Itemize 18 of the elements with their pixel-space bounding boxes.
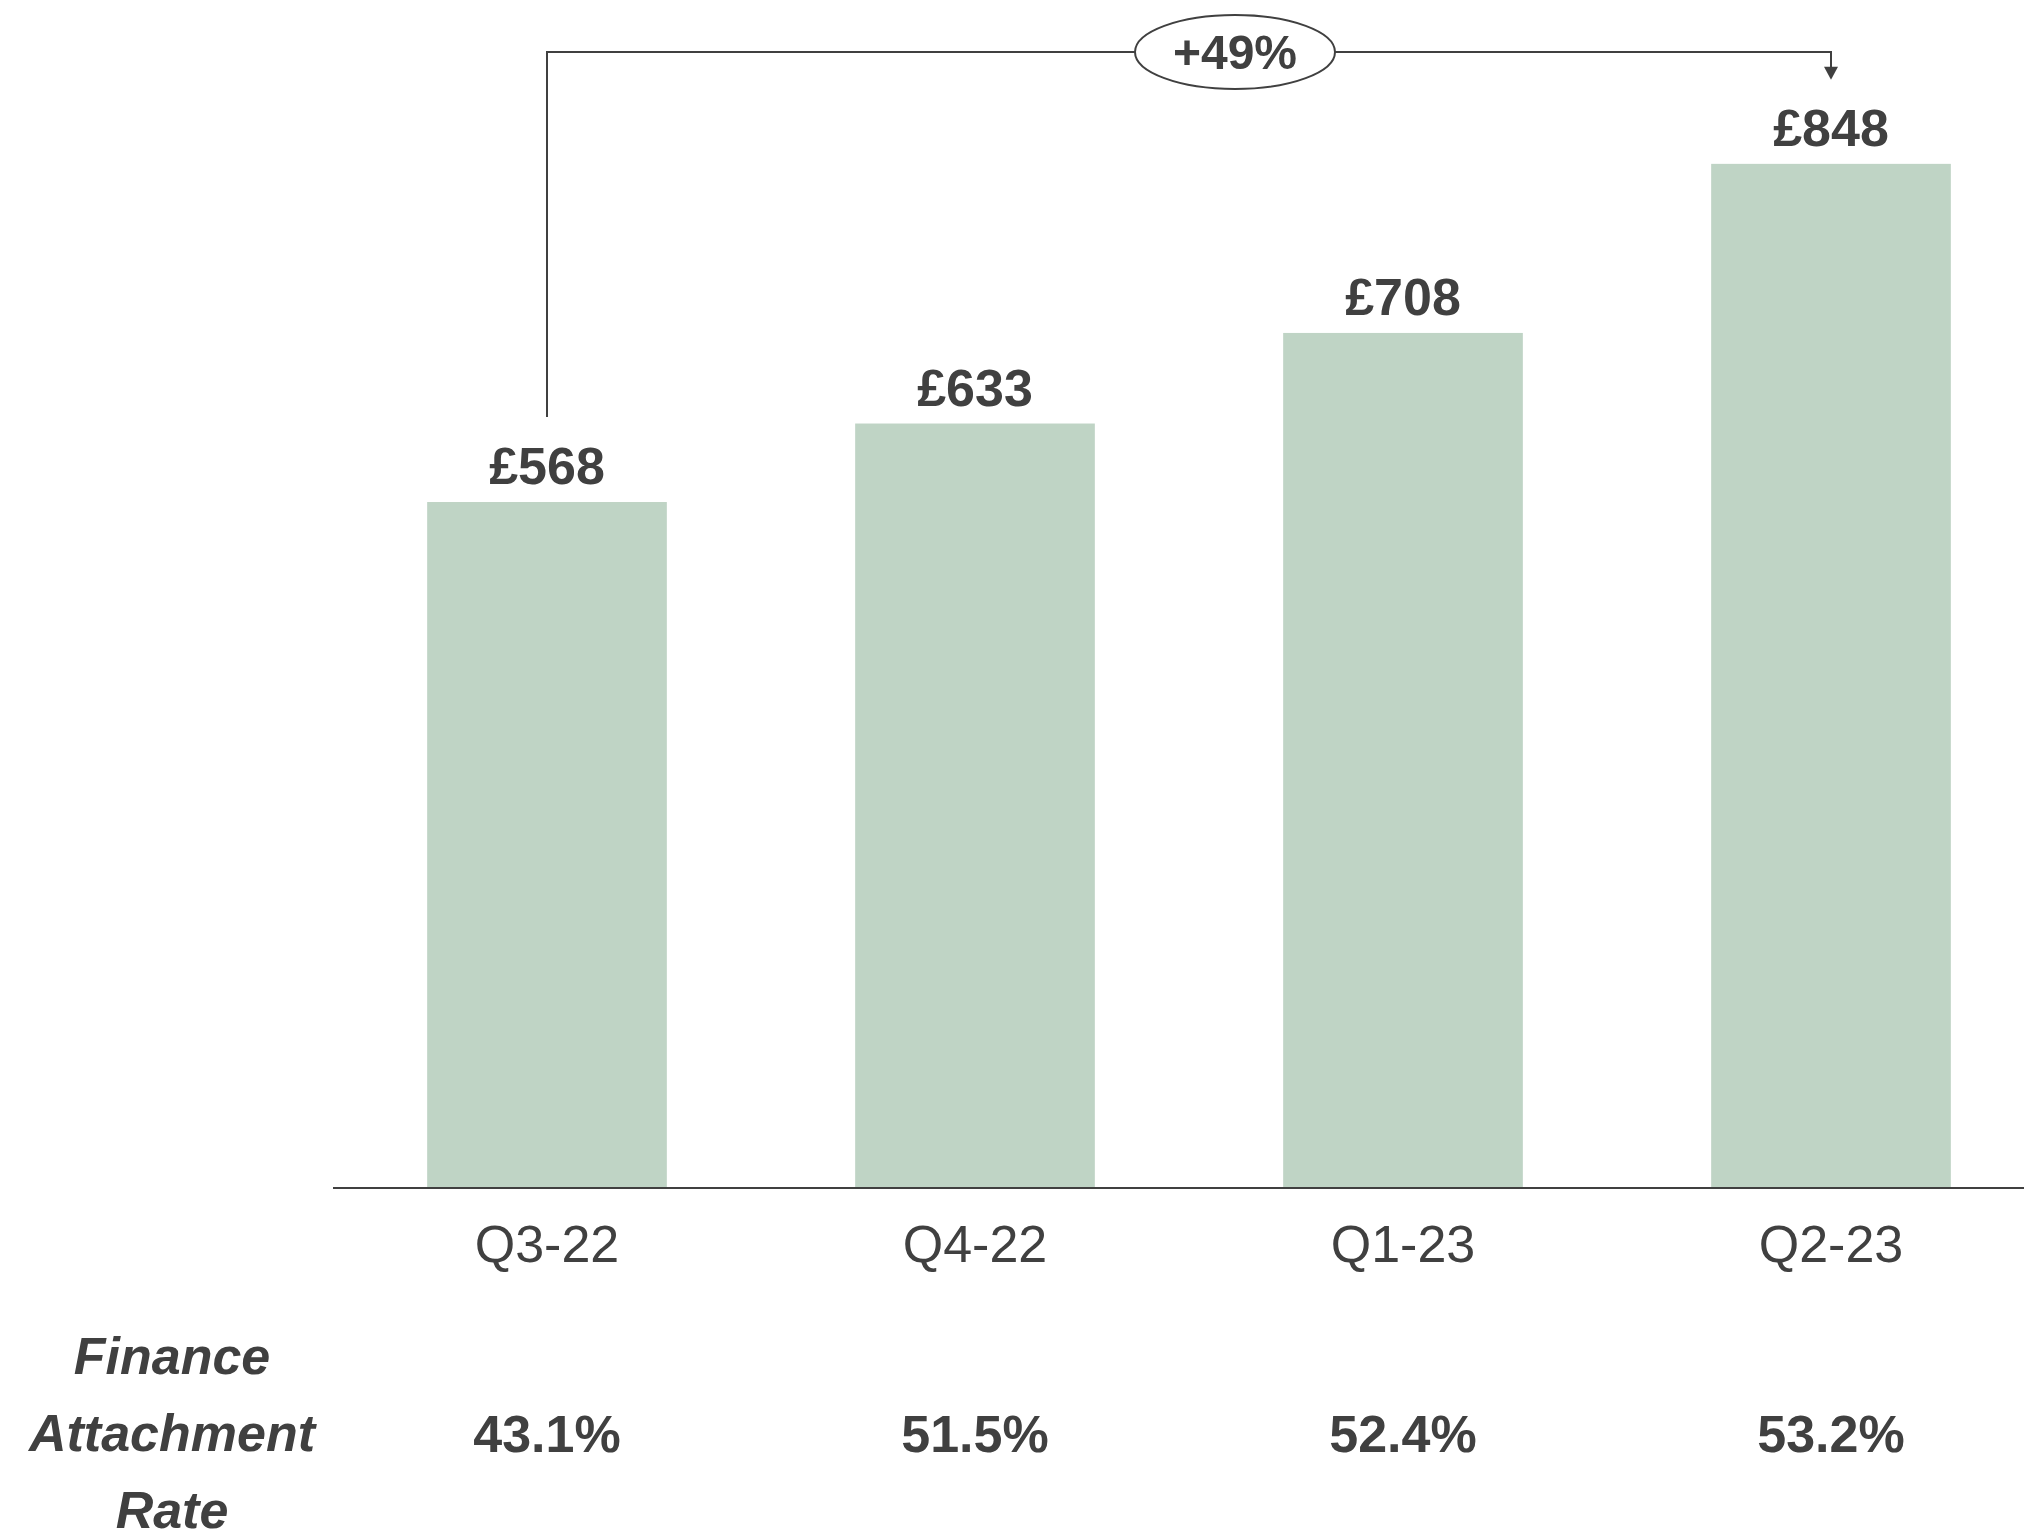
x-tick-label: Q1-23 (1330, 1215, 1476, 1273)
x-tick-label: Q2-23 (1758, 1215, 1904, 1273)
data-label: £568 (489, 437, 605, 496)
bar (427, 502, 667, 1188)
text: 43.1% (473, 1405, 621, 1463)
data-label: £708 (1345, 267, 1461, 326)
bar (1283, 332, 1523, 1188)
text: +49% (1172, 26, 1298, 79)
bar (1711, 163, 1951, 1188)
text: 52.4% (1329, 1405, 1477, 1463)
text: 53.2% (1757, 1405, 1905, 1463)
bar (855, 423, 1095, 1188)
text: 51.5% (901, 1405, 1049, 1463)
text: Finance Attachment Rate (26, 1327, 318, 1539)
x-tick-label: Q4-22 (902, 1215, 1048, 1273)
x-tick-label: Q3-22 (474, 1215, 620, 1273)
data-label: £633 (917, 358, 1033, 417)
data-label: £848 (1773, 98, 1889, 157)
